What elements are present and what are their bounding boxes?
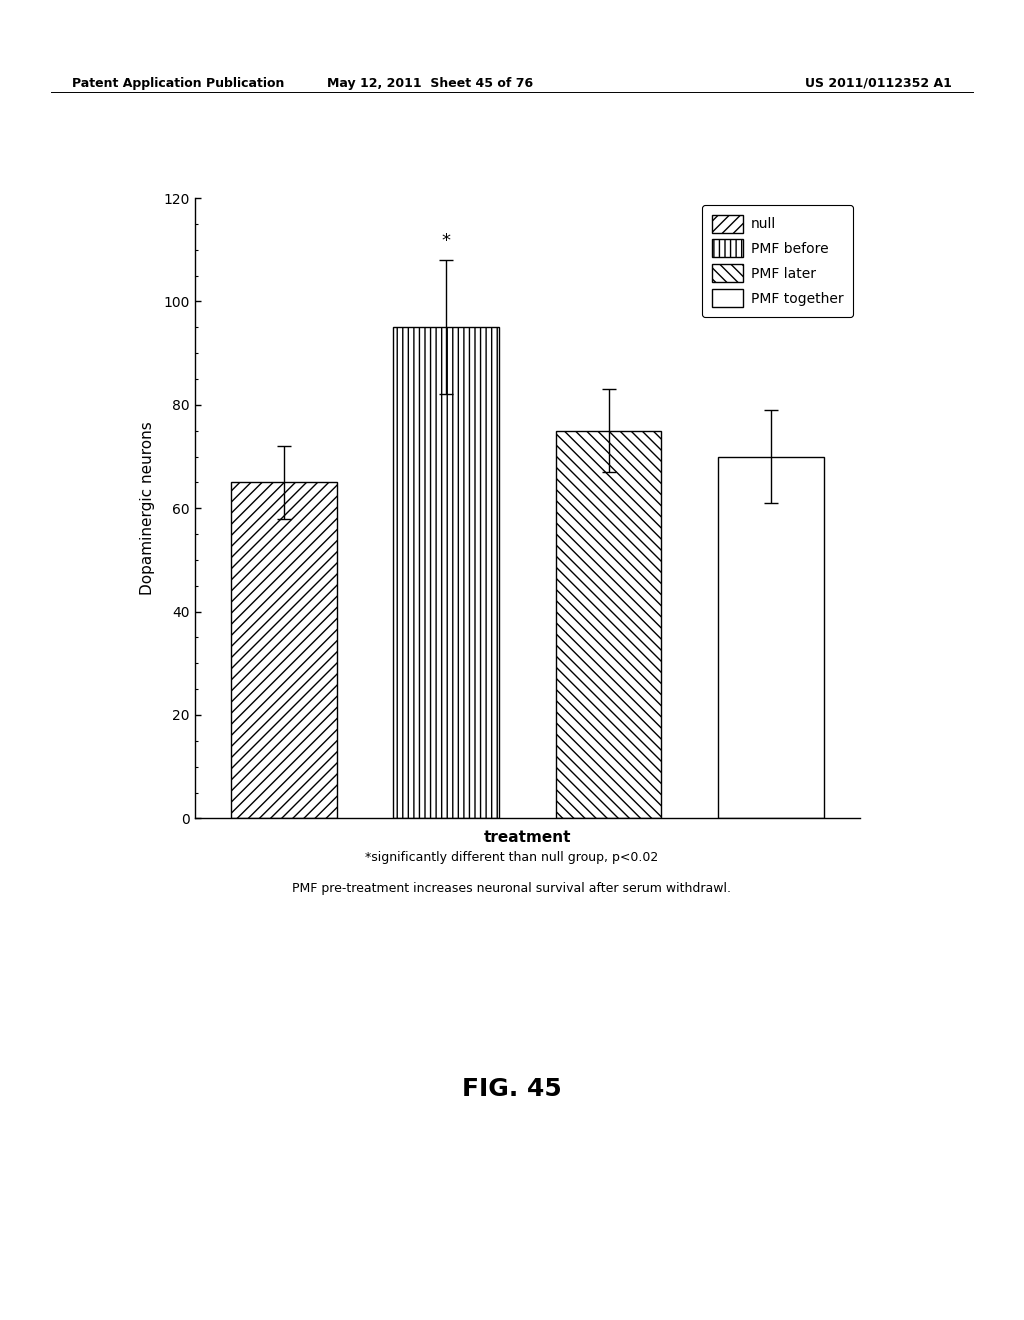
Text: FIG. 45: FIG. 45 (462, 1077, 562, 1101)
Legend: null, PMF before, PMF later, PMF together: null, PMF before, PMF later, PMF togethe… (702, 205, 853, 317)
Bar (556, 430, 662, 818)
Text: US 2011/0112352 A1: US 2011/0112352 A1 (806, 77, 952, 90)
Text: *significantly different than null group, p<0.02: *significantly different than null group… (366, 851, 658, 865)
Bar (718, 457, 823, 818)
Text: Patent Application Publication: Patent Application Publication (72, 77, 284, 90)
Text: PMF pre-treatment increases neuronal survival after serum withdrawl.: PMF pre-treatment increases neuronal sur… (293, 882, 731, 895)
Text: *: * (441, 232, 451, 249)
Y-axis label: Dopaminergic neurons: Dopaminergic neurons (140, 421, 155, 595)
Bar (231, 482, 337, 818)
Bar (393, 327, 499, 818)
X-axis label: treatment: treatment (483, 830, 571, 845)
Text: May 12, 2011  Sheet 45 of 76: May 12, 2011 Sheet 45 of 76 (327, 77, 534, 90)
